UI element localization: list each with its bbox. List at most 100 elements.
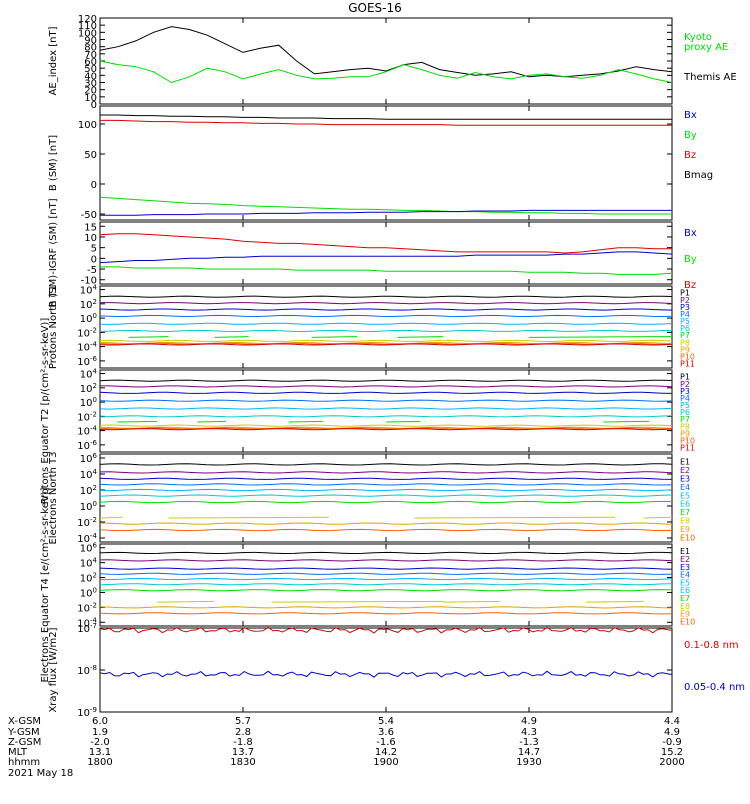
y-tick-label: 120	[78, 14, 97, 25]
series-P8	[99, 339, 673, 343]
x-tick-value: -1.6	[376, 737, 396, 748]
panel-frame-xray	[99, 627, 673, 713]
legend-E8: E8	[680, 517, 690, 526]
x-tick-value: -2.0	[90, 737, 110, 748]
series-P9	[99, 426, 673, 429]
legend-P10: P10	[680, 436, 695, 445]
legend-E10: E10	[680, 617, 695, 626]
x-tick-value: 13.1	[89, 747, 111, 758]
y-tick-label: 50	[84, 150, 97, 161]
y-tick-label: -50	[81, 210, 97, 221]
y-tick-label: 10-7	[77, 622, 97, 635]
legend-P6: P6	[680, 408, 690, 417]
x-row-label: Y-GSM	[7, 727, 40, 738]
legend-E5: E5	[680, 578, 690, 587]
series-by	[100, 266, 673, 275]
y-tick-label: 20	[84, 86, 97, 97]
series-by	[99, 196, 672, 215]
y-axis-label-ee: Electrons Equator T4 [e/(cm²-s-sr-keV)]	[40, 487, 51, 682]
legend-P4: P4	[680, 394, 690, 403]
panel-frame-bdiff	[99, 221, 673, 285]
y-axis-label-en: Electrons North T3	[48, 451, 59, 544]
y-tick-label: 104	[80, 557, 98, 570]
series-kyoto-proxy-ae	[99, 60, 673, 84]
series-E8	[414, 516, 615, 519]
y-tick-label: 100	[78, 28, 97, 39]
series-E8	[99, 516, 123, 519]
y-tick-label: 104	[80, 468, 98, 481]
legend-P8: P8	[680, 338, 690, 347]
legend-by: By	[684, 254, 697, 265]
legend-E10: E10	[680, 533, 695, 542]
y-tick-label: 10	[84, 233, 97, 244]
x-tick-value: 5.7	[235, 716, 251, 727]
x-tick-value: -0.9	[662, 737, 682, 748]
x-row-label: X-GSM	[8, 716, 41, 727]
legend-bz: Bz	[684, 280, 696, 291]
series-P1	[99, 379, 673, 382]
legend-bz: Bz	[684, 150, 696, 161]
y-tick-label: 106	[80, 542, 98, 555]
legend-P9: P9	[680, 345, 690, 354]
series-E8	[643, 516, 673, 519]
legend-P2: P2	[680, 380, 690, 389]
x-tick-value: -1.3	[519, 737, 539, 748]
legend-P7: P7	[680, 415, 690, 424]
series-P3	[99, 391, 673, 394]
x-tick-value: 15.2	[661, 747, 683, 758]
series-E2	[99, 559, 673, 562]
x-tick-value: 2.8	[235, 727, 251, 738]
series-bz	[99, 233, 672, 254]
y-tick-label: 10-8	[77, 664, 97, 677]
legend-P3: P3	[680, 387, 690, 396]
x-tick-value: 1830	[230, 757, 255, 768]
series-P7	[197, 420, 226, 423]
legend-themis-ae: Themis AE	[683, 72, 737, 83]
series-P9	[99, 341, 673, 345]
series-E9	[99, 522, 673, 525]
y-tick-label: 104	[80, 368, 98, 381]
series-P1	[99, 295, 673, 298]
x-tick-value: 14.7	[518, 747, 540, 758]
series-themis-ae	[99, 26, 673, 78]
y-tick-label: 80	[84, 43, 97, 54]
y-tick-label: 110	[78, 21, 97, 32]
y-tick-label: 100	[80, 500, 97, 513]
legend-P2: P2	[680, 296, 690, 305]
x-row-label: MLT	[8, 747, 28, 758]
y-tick-label: 10-4	[77, 341, 97, 354]
x-tick-value: 1930	[516, 757, 541, 768]
panel-frame-ae	[99, 17, 673, 105]
legend-P5: P5	[680, 317, 690, 326]
series-P6	[99, 329, 673, 333]
legend-P10: P10	[680, 352, 695, 361]
y-tick-label: 50	[84, 64, 97, 75]
y-tick-label: 10-2	[77, 410, 97, 423]
series-P4	[99, 399, 673, 402]
legend-by: By	[684, 130, 697, 141]
x-tick-value: 4.9	[521, 716, 537, 727]
series-E3	[99, 477, 673, 480]
legend-P11: P11	[680, 360, 695, 369]
x-tick-value: 3.6	[378, 727, 394, 738]
series-E4	[99, 483, 673, 486]
y-axis-label-ae: AE_index [nT]	[48, 26, 59, 95]
x-tick-value: 6.0	[92, 716, 108, 727]
legend-E4: E4	[680, 571, 690, 580]
series-P7	[385, 420, 421, 423]
legend-P9: P9	[680, 429, 690, 438]
series-P7	[528, 336, 673, 338]
legend-E9: E9	[680, 610, 690, 619]
y-tick-label: -5	[87, 265, 97, 276]
legend-E9: E9	[680, 525, 690, 534]
x-tick-value: 1900	[373, 757, 398, 768]
y-tick-label: 100	[80, 586, 97, 599]
y-axis-label-pe: Protons Equator T2 [p/(cm²-s-sr-keV)]	[40, 318, 51, 505]
y-tick-label: 90	[84, 36, 97, 47]
series-P5	[99, 322, 673, 325]
legend-proxy-ae: proxy AE	[684, 42, 728, 53]
x-row-label: Z-GSM	[8, 737, 41, 748]
legend-E3: E3	[680, 475, 690, 484]
y-tick-label: 10-2	[77, 516, 97, 529]
